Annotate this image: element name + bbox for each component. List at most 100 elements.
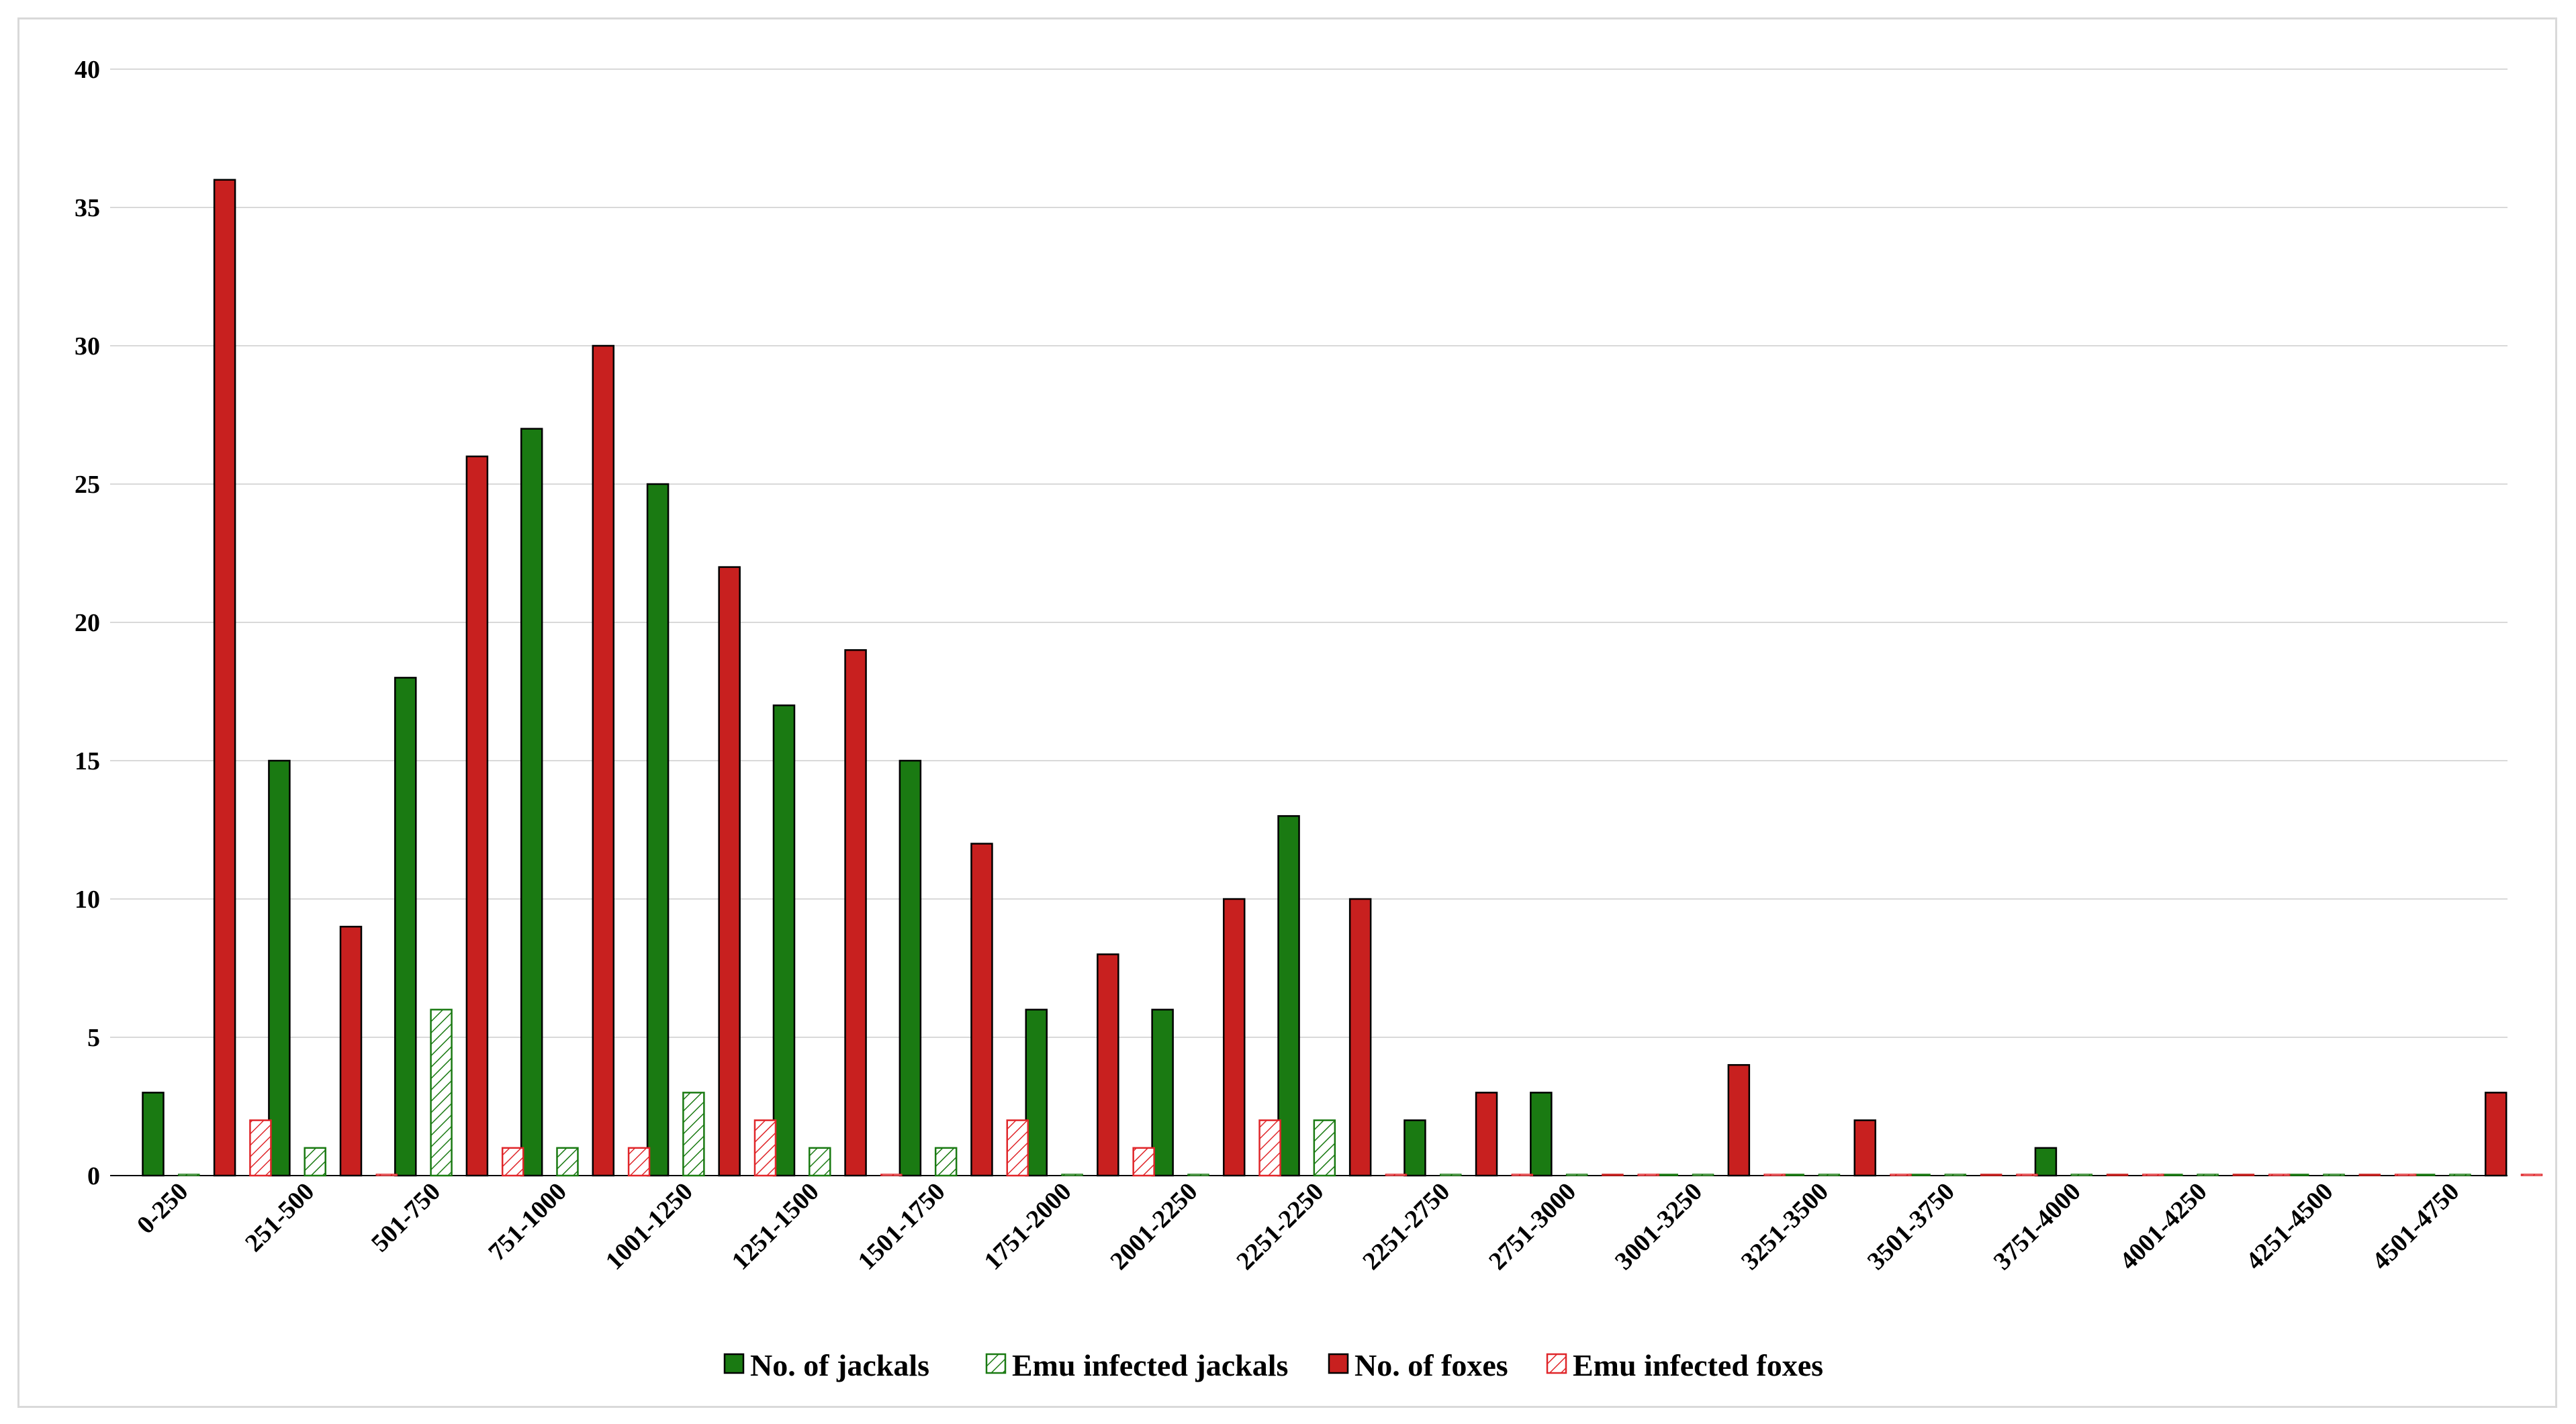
bar-no-of-jackals-3501-3750 xyxy=(1908,1174,1931,1176)
bar-no-of-foxes-251-500 xyxy=(339,925,363,1177)
y-tick-label: 30 xyxy=(75,332,100,361)
bar-emu-infected-jackals-3001-3250 xyxy=(1692,1174,1714,1176)
bar-emu-infected-foxes-4001-4250 xyxy=(2268,1174,2291,1176)
bar-no-of-foxes-3501-3750 xyxy=(1980,1174,2003,1176)
bar-no-of-foxes-1251-1500 xyxy=(844,649,867,1177)
bar-no-of-foxes-2001-2250 xyxy=(1223,898,1246,1177)
bar-emu-infected-foxes-751-1000 xyxy=(627,1147,651,1177)
bar-emu-infected-jackals-3751-4000 xyxy=(2070,1174,2092,1176)
bar-no-of-jackals-251-500 xyxy=(268,759,291,1177)
bar-emu-infected-foxes-1001-1250 xyxy=(753,1119,777,1177)
x-tick-label: 1501-1750 xyxy=(853,1178,951,1276)
x-tick-label: 1751-2000 xyxy=(978,1178,1076,1276)
legend-swatch xyxy=(1546,1353,1567,1374)
bar-no-of-foxes-2251-2750 xyxy=(1475,1092,1498,1177)
y-tick-label: 40 xyxy=(75,56,100,84)
bar-emu-infected-jackals-1751-2000 xyxy=(1061,1174,1083,1176)
bar-no-of-foxes-3001-3250 xyxy=(1727,1063,1751,1177)
legend-label: Emu infected foxes xyxy=(1573,1348,1823,1382)
x-tick-label: 1001-1250 xyxy=(600,1178,698,1276)
bar-emu-infected-jackals-2251-2750 xyxy=(1439,1174,1462,1176)
bar-no-of-jackals-4501-4750 xyxy=(2413,1174,2436,1176)
y-tick-label: 15 xyxy=(75,747,100,775)
bar-emu-infected-foxes-4251-4500 xyxy=(2394,1174,2417,1176)
bar-no-of-foxes-3751-4000 xyxy=(2106,1174,2129,1176)
bar-emu-infected-foxes-3751-4000 xyxy=(2142,1174,2164,1176)
y-tick-label: 25 xyxy=(75,471,100,499)
bar-emu-infected-jackals-1001-1250 xyxy=(682,1092,705,1177)
bar-no-of-jackals-501-750 xyxy=(394,677,417,1177)
x-tick-label: 3751-4000 xyxy=(1988,1178,2086,1276)
x-tick-label: 1251-1500 xyxy=(727,1178,825,1276)
x-tick-label: 4251-4500 xyxy=(2240,1178,2338,1276)
x-tick-label: 751-1000 xyxy=(483,1178,572,1267)
x-tick-label: 2251-2250 xyxy=(1231,1178,1329,1276)
x-tick-label: 0-250 xyxy=(132,1178,193,1239)
x-tick-label: 2001-2250 xyxy=(1105,1178,1203,1276)
legend-label: Emu infected jackals xyxy=(1012,1348,1288,1382)
bar-no-of-jackals-1251-1500 xyxy=(772,704,796,1177)
bar-emu-infected-foxes-501-750 xyxy=(501,1147,524,1177)
bar-no-of-jackals-751-1000 xyxy=(520,428,543,1177)
legend-swatch xyxy=(723,1353,745,1374)
bar-no-of-foxes-4501-4750 xyxy=(2484,1092,2508,1177)
bar-no-of-foxes-1001-1250 xyxy=(718,566,741,1177)
x-axis-ticks: 0-250 251-500 501-750 751-1000 1001-1250 1251… xyxy=(132,1178,2465,1276)
bar-no-of-foxes-0-250 xyxy=(213,179,236,1177)
y-tick-label: 20 xyxy=(75,609,100,637)
legend: No. of jackals Emu infected jackals No. of… xyxy=(723,1348,1823,1382)
bar-no-of-jackals-1001-1250 xyxy=(646,483,670,1177)
x-tick-label: 3251-3500 xyxy=(1736,1178,1834,1276)
y-tick-label: 10 xyxy=(75,886,100,914)
bar-emu-infected-foxes-2251-2750 xyxy=(1511,1174,1534,1176)
bar-emu-infected-foxes-1251-1500 xyxy=(880,1174,903,1176)
bar-no-of-jackals-4251-4500 xyxy=(2287,1174,2309,1176)
x-tick-label: 4501-4750 xyxy=(2366,1178,2465,1276)
legend-swatch xyxy=(1328,1353,1349,1374)
bar-emu-infected-foxes-2001-2250 xyxy=(1258,1119,1281,1177)
bar-no-of-jackals-3251-3500 xyxy=(1782,1174,1804,1176)
bar-no-of-foxes-1751-2000 xyxy=(1097,953,1119,1177)
y-tick-label: 5 xyxy=(87,1024,100,1052)
bar-emu-infected-foxes-4501-4750 xyxy=(2520,1174,2543,1176)
bar-no-of-foxes-2751-3000 xyxy=(1602,1174,1624,1176)
bar-emu-infected-jackals-4501-4750 xyxy=(2449,1174,2471,1176)
legend-swatch xyxy=(985,1353,1007,1374)
bar-emu-infected-jackals-2751-3000 xyxy=(1565,1174,1588,1176)
bar-no-of-jackals-2751-3000 xyxy=(1530,1092,1553,1177)
chart-frame: 0 5 10 15 20 25 30 35 40 0-250 251-500 501-750 751-… xyxy=(17,17,2557,1408)
bar-emu-infected-jackals-2001-2250 xyxy=(1187,1174,1209,1176)
legend-label: No. of jackals xyxy=(750,1348,929,1382)
bar-no-of-foxes-2251-2250 xyxy=(1348,898,1372,1177)
bar-no-of-jackals-2251-2750 xyxy=(1404,1119,1426,1177)
bar-emu-infected-foxes-1751-2000 xyxy=(1132,1147,1155,1177)
x-tick-label: 501-750 xyxy=(366,1178,446,1257)
bar-no-of-foxes-1501-1750 xyxy=(970,843,993,1177)
bar-no-of-jackals-4001-4250 xyxy=(2161,1174,2183,1176)
bar-chart: 0 5 10 15 20 25 30 35 40 0-250 251-500 501-750 751-… xyxy=(75,56,2543,1382)
x-tick-label: 2751-3000 xyxy=(1483,1178,1581,1276)
y-axis-ticks: 0 5 10 15 20 25 30 35 40 xyxy=(75,56,100,1190)
bar-emu-infected-foxes-251-500 xyxy=(375,1174,398,1176)
bar-emu-infected-foxes-3001-3250 xyxy=(1763,1174,1786,1176)
bar-no-of-jackals-3751-4000 xyxy=(2034,1147,2058,1177)
bar-no-of-jackals-2251-2250 xyxy=(1277,815,1300,1177)
x-tick-label: 3501-3750 xyxy=(1862,1178,1960,1276)
bar-no-of-jackals-1751-2000 xyxy=(1025,1008,1048,1177)
bar-emu-infected-jackals-501-750 xyxy=(430,1008,453,1177)
x-tick-label: 3001-3250 xyxy=(1610,1178,1708,1276)
x-tick-label: 2251-2750 xyxy=(1357,1178,1455,1276)
x-tick-label: 4001-4250 xyxy=(2115,1178,2213,1276)
bars xyxy=(142,179,2543,1177)
bar-emu-infected-foxes-2251-2250 xyxy=(1385,1174,1408,1176)
bar-emu-infected-foxes-3501-3750 xyxy=(2016,1174,2038,1176)
bar-emu-infected-jackals-751-1000 xyxy=(556,1147,579,1177)
bar-emu-infected-jackals-3501-3750 xyxy=(1944,1174,1967,1176)
bar-emu-infected-jackals-4251-4500 xyxy=(2323,1174,2345,1176)
bar-emu-infected-foxes-1501-1750 xyxy=(1006,1119,1029,1177)
bar-emu-infected-jackals-3251-3500 xyxy=(1818,1174,1841,1176)
bar-emu-infected-jackals-1501-1750 xyxy=(934,1147,958,1177)
bar-emu-infected-jackals-251-500 xyxy=(304,1147,326,1177)
bar-emu-infected-foxes-0-250 xyxy=(249,1119,272,1177)
y-tick-label: 0 xyxy=(87,1162,100,1190)
